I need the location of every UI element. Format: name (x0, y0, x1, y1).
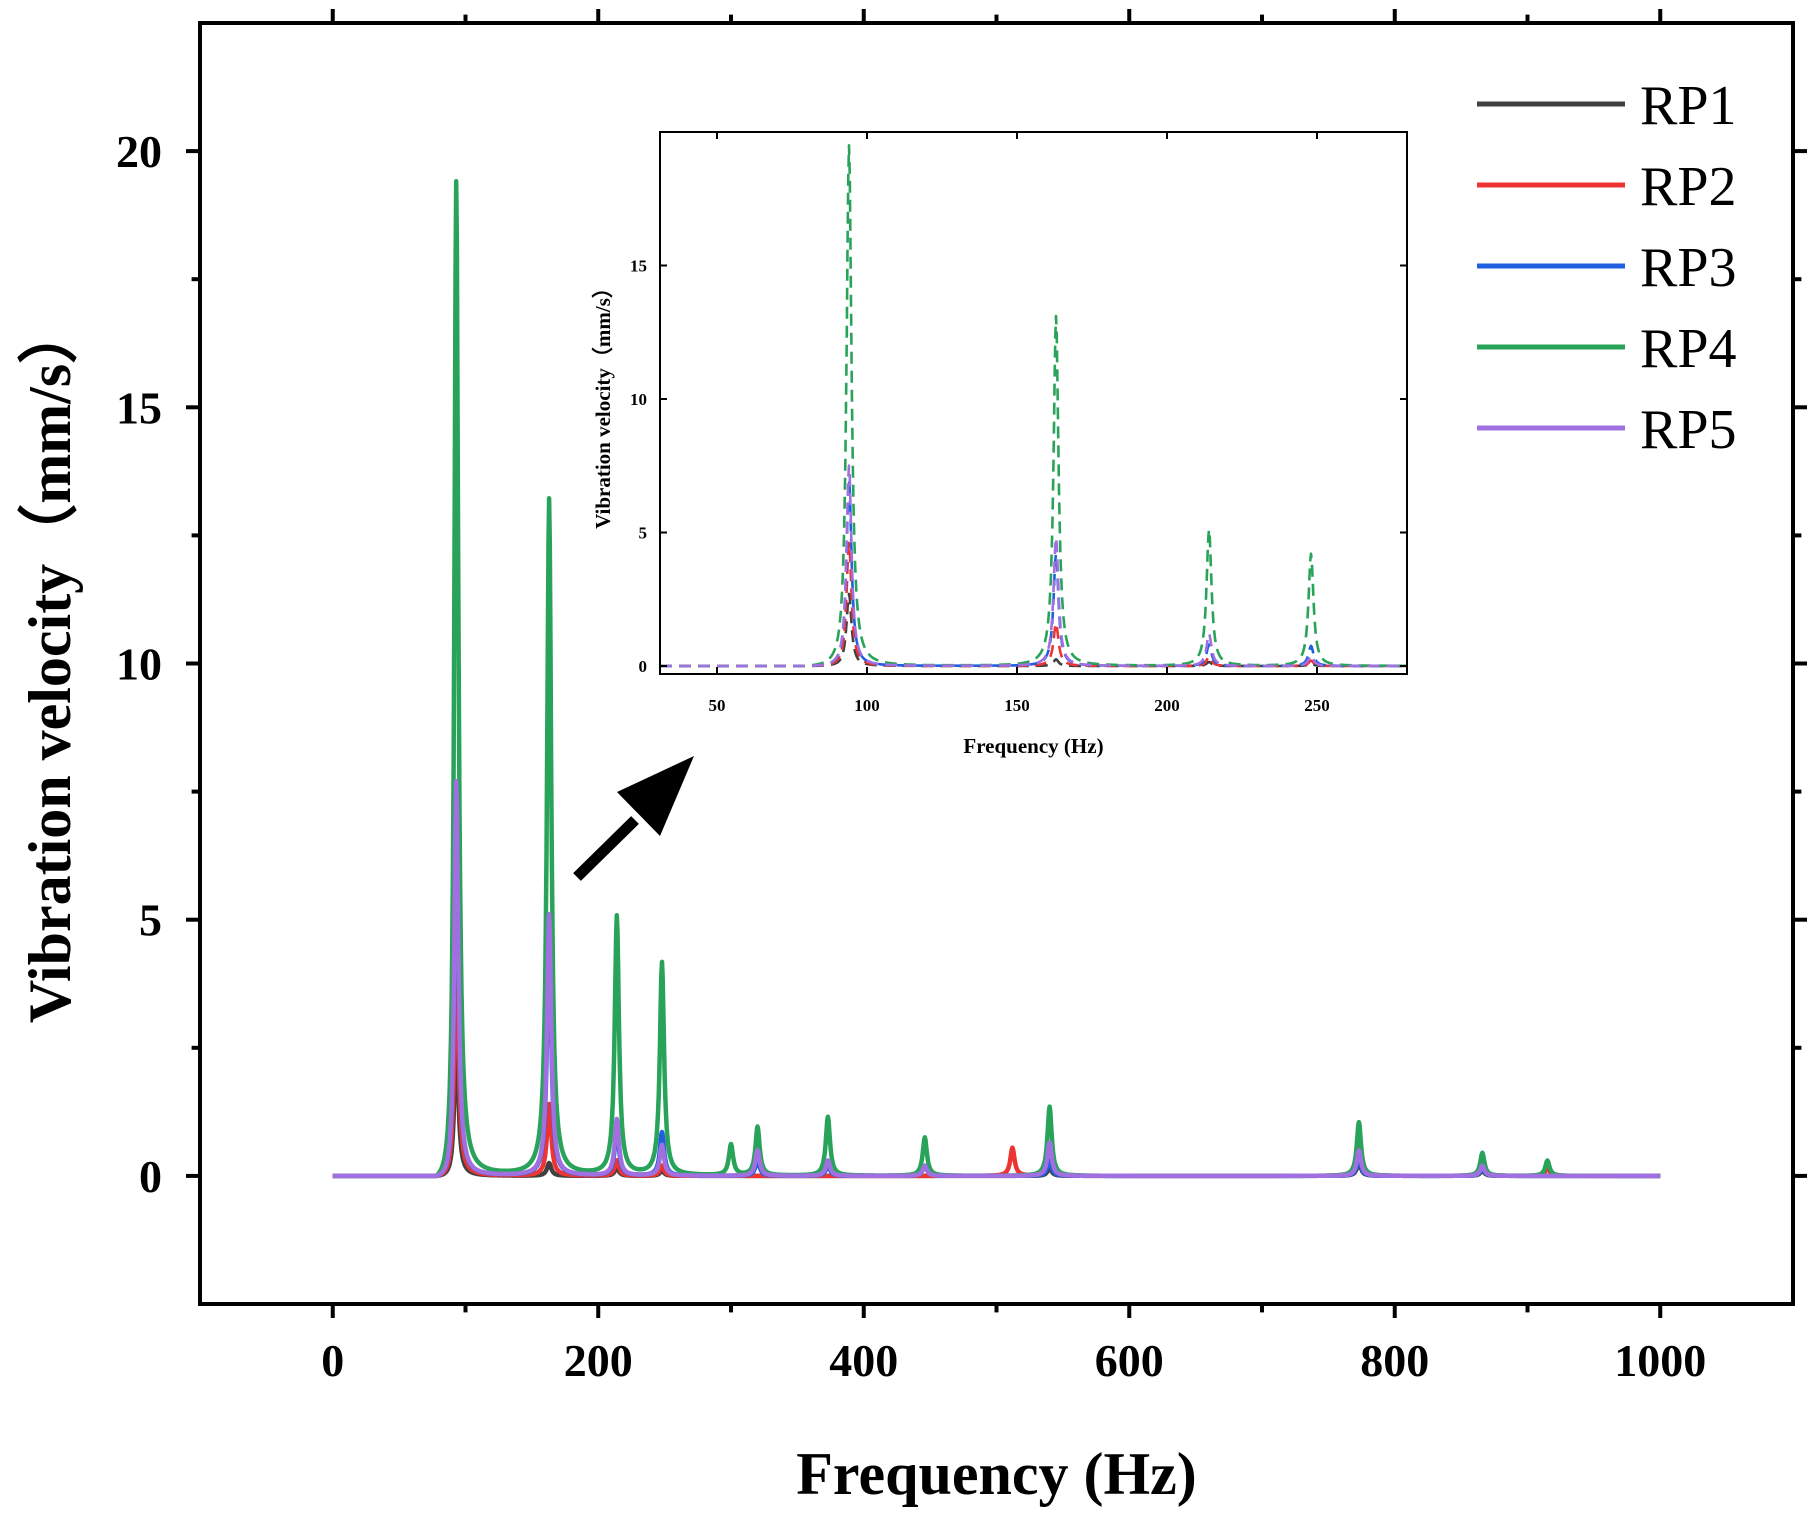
inset-x-tick-label: 200 (1154, 696, 1180, 715)
inset-y-tick-label: 15 (630, 256, 647, 275)
inset-x-tick-label: 250 (1304, 696, 1330, 715)
legend-label-rp4: RP4 (1640, 318, 1737, 380)
main-y-tick-label: 0 (139, 1151, 162, 1202)
legend-label-rp1: RP1 (1640, 75, 1737, 137)
main-series-line-rp5 (331, 778, 1662, 1179)
main-x-tick-label: 800 (1360, 1335, 1429, 1386)
inset-y-tick-label: 10 (630, 390, 647, 409)
inset-y-tick-label: 0 (639, 657, 648, 676)
main-series-line-rp3 (331, 799, 1662, 1179)
main-x-axis-title: Frequency (Hz) (796, 1441, 1196, 1507)
inset-tick-labels: 50 100 150 200 250 0 5 10 15 (630, 256, 1330, 715)
main-x-tick-label: 400 (829, 1335, 898, 1386)
main-y-tick-label: 10 (116, 639, 162, 690)
legend-label-rp5: RP5 (1640, 399, 1737, 461)
main-x-tick-label: 0 (321, 1335, 344, 1386)
inset-x-tick-label: 150 (1004, 696, 1030, 715)
inset-plot: 50 100 150 200 250 0 5 10 15 Frequency (Hz) Vibr… (591, 131, 1408, 758)
main-series-line-rp1 (331, 1035, 1662, 1179)
main-y-axis-title: Vibration velocity（mm/s） (16, 304, 83, 1023)
inset-series-line-rp5 (659, 464, 1408, 668)
legend-label-rp2: RP2 (1640, 156, 1737, 218)
inset-x-axis-title: Frequency (Hz) (963, 734, 1103, 758)
inset-x-tick-label: 100 (854, 696, 880, 715)
main-x-tick-label: 1000 (1614, 1335, 1706, 1386)
inset-y-axis-title: Vibration velocity（mm/s） (591, 277, 615, 529)
main-ticks (186, 9, 1807, 1318)
main-x-tick-label: 600 (1095, 1335, 1164, 1386)
inset-ticks (660, 132, 1407, 674)
legend-label-rp3: RP3 (1640, 237, 1737, 299)
main-series-group (331, 178, 1662, 1179)
inset-series-group (659, 144, 1408, 668)
main-series-line-rp2 (331, 937, 1662, 1179)
inset-plot-frame (659, 131, 1408, 675)
main-y-tick-label: 15 (116, 382, 162, 433)
inset-x-tick-label: 50 (709, 696, 726, 715)
main-y-tick-label: 20 (116, 126, 162, 177)
zoom-arrow-icon (573, 756, 694, 881)
legend: RP1 RP2 RP3 RP4 RP5 (1477, 75, 1737, 461)
main-y-tick-label: 5 (139, 895, 162, 946)
inset-y-tick-label: 5 (639, 523, 648, 542)
main-x-tick-label: 200 (564, 1335, 633, 1386)
